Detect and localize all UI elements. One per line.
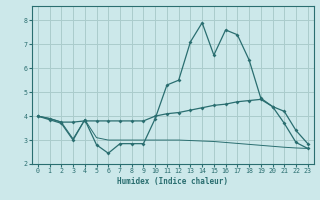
X-axis label: Humidex (Indice chaleur): Humidex (Indice chaleur) [117,177,228,186]
